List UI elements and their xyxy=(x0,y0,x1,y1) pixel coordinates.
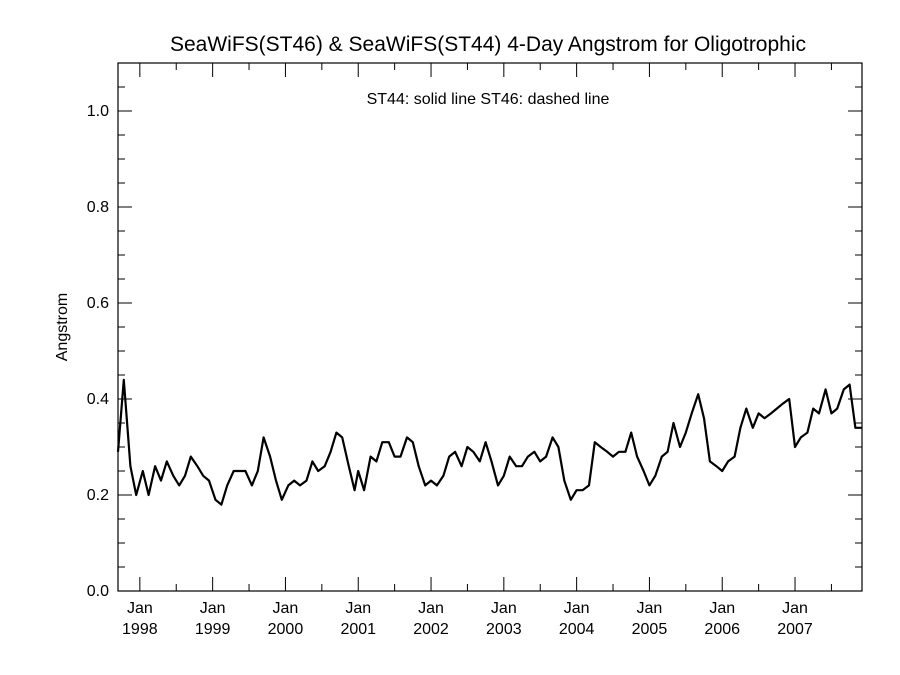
x-tick-year-label: 2000 xyxy=(268,621,304,638)
x-tick-month-label: Jan xyxy=(782,600,808,617)
x-tick-year-label: 2003 xyxy=(486,621,522,638)
x-tick-year-label: 2002 xyxy=(413,621,449,638)
y-tick-label: 0.8 xyxy=(87,199,109,216)
x-tick-month-label: Jan xyxy=(418,600,444,617)
x-tick-year-label: 2006 xyxy=(704,621,740,638)
x-tick-month-label: Jan xyxy=(564,600,590,617)
x-tick-month-label: Jan xyxy=(637,600,663,617)
y-tick-label: 1.0 xyxy=(87,103,109,120)
x-tick-year-label: 2004 xyxy=(559,621,595,638)
x-tick-month-label: Jan xyxy=(200,600,226,617)
y-tick-label: 0.2 xyxy=(87,487,109,504)
x-tick-year-label: 1999 xyxy=(195,621,231,638)
x-axis-ticks: Jan 1998 Jan 1999 Jan 2000 Jan 2001 Jan 2002 Jan 20… xyxy=(122,63,832,638)
x-tick-year-label: 2001 xyxy=(340,621,376,638)
plot-frame xyxy=(117,62,863,592)
y-tick-label: 0.4 xyxy=(87,391,109,408)
y-tick-label: 0.6 xyxy=(87,295,109,312)
x-tick-month-label: Jan xyxy=(709,600,735,617)
x-tick-month-label: Jan xyxy=(127,600,153,617)
x-tick-month-label: Jan xyxy=(345,600,371,617)
series-layer xyxy=(116,378,862,506)
x-tick-month-label: Jan xyxy=(273,600,299,617)
y-axis-ticks: 0.0 0.2 0.4 0.6 0.8 1.0 xyxy=(87,62,862,600)
x-tick-year-label: 2005 xyxy=(632,621,668,638)
y-axis-label: Angstrom xyxy=(54,293,71,361)
legend-annotation: ST44: solid line ST46: dashed line xyxy=(367,91,610,108)
x-tick-year-label: 2007 xyxy=(777,621,813,638)
series-line-st44 xyxy=(116,378,862,506)
y-tick-label: 0.0 xyxy=(87,583,109,600)
x-tick-month-label: Jan xyxy=(491,600,517,617)
x-tick-year-label: 1998 xyxy=(122,621,158,638)
chart-title: SeaWiFS(ST46) & SeaWiFS(ST44) 4-Day Angs… xyxy=(170,33,806,56)
